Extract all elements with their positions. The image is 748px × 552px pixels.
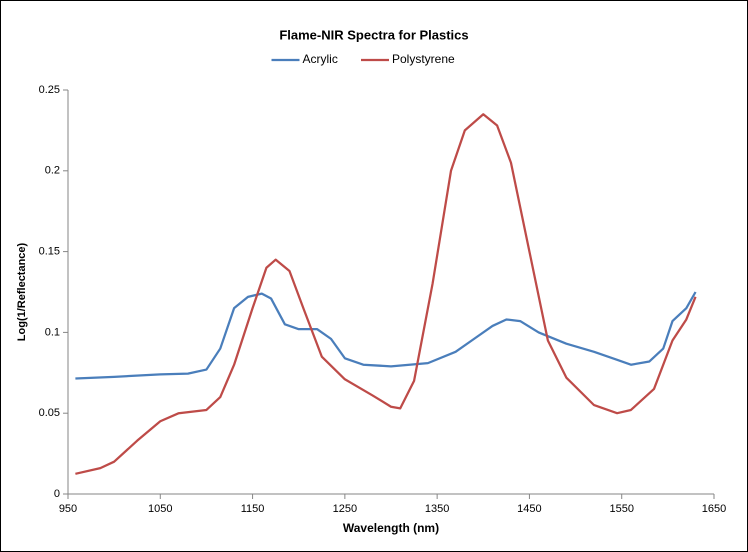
x-tick-label: 1650 [702, 503, 726, 515]
legend-label: Acrylic [303, 52, 338, 66]
y-tick-label: 0.1 [45, 326, 60, 338]
series-line [75, 113, 697, 475]
y-tick-label: 0.25 [39, 84, 60, 96]
x-tick-label: 1550 [609, 503, 633, 515]
y-tick-label: 0.2 [45, 165, 60, 177]
x-tick-label: 1050 [148, 503, 172, 515]
x-tick-label: 1450 [517, 503, 541, 515]
x-tick-label: 1150 [241, 503, 265, 515]
chart-title: Flame-NIR Spectra for Plastics [279, 27, 468, 42]
x-tick-label: 1250 [333, 503, 357, 515]
y-tick-label: 0.05 [39, 407, 60, 419]
legend-label: Polystyrene [392, 52, 455, 66]
series-line [75, 291, 697, 380]
y-tick-label: 0.15 [39, 246, 60, 258]
x-axis-label: Wavelength (nm) [343, 521, 439, 535]
y-tick-label: 0 [54, 488, 60, 500]
x-tick-label: 950 [59, 503, 77, 515]
x-tick-label: 1350 [425, 503, 449, 515]
y-axis-label: Log(1/Reflectance) [16, 242, 28, 341]
